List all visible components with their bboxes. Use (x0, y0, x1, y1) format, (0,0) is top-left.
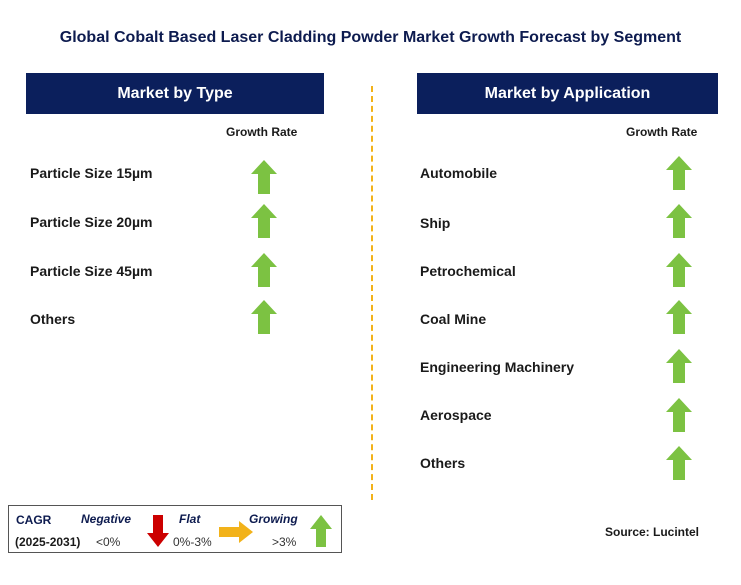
application-item-label: Others (420, 455, 466, 471)
up-arrow-icon (666, 156, 692, 190)
legend-flat-value: 0%-3% (173, 535, 212, 549)
up-arrow-icon (666, 204, 692, 238)
application-item-label: Aerospace (420, 407, 492, 423)
up-arrow-icon (251, 160, 277, 194)
legend-growing-label: Growing (249, 512, 298, 526)
panel-divider (371, 86, 373, 500)
up-arrow-icon (666, 300, 692, 334)
legend-negative-value: <0% (96, 535, 121, 549)
legend-flat-label: Flat (179, 512, 201, 526)
up-arrow-icon (310, 515, 332, 547)
chart-title: Global Cobalt Based Laser Cladding Powde… (59, 29, 682, 46)
application-growth-rate-label: Growth Rate (626, 125, 698, 139)
right-arrow-icon (219, 521, 253, 543)
down-arrow-icon (147, 515, 169, 547)
application-item-label: Automobile (420, 165, 497, 181)
type-item-label: Particle Size 15µm (30, 165, 153, 181)
up-arrow-icon (666, 253, 692, 287)
up-arrow-icon (251, 253, 277, 287)
up-arrow-icon (666, 349, 692, 383)
application-item-label: Petrochemical (420, 263, 516, 279)
application-item-label: Coal Mine (420, 311, 487, 327)
legend-period-label: (2025-2031) (15, 535, 81, 549)
type-item-label: Particle Size 20µm (30, 214, 153, 230)
application-panel-header: Market by Application (417, 73, 718, 114)
cagr-legend: CAGR (2025-2031) Negative <0% Flat 0%-3%… (8, 505, 342, 553)
up-arrow-icon (666, 398, 692, 432)
legend-cagr-label: CAGR (16, 513, 52, 527)
type-item-label: Others (30, 311, 76, 327)
type-item-label: Particle Size 45µm (30, 263, 153, 279)
legend-growing-value: >3% (272, 535, 297, 549)
legend-negative-label: Negative (81, 512, 132, 526)
type-panel-header: Market by Type (26, 73, 324, 114)
application-item-label: Ship (420, 215, 451, 231)
type-growth-rate-label: Growth Rate (226, 125, 298, 139)
up-arrow-icon (666, 446, 692, 480)
up-arrow-icon (251, 204, 277, 238)
source-label: Source: Lucintel (605, 525, 700, 539)
up-arrow-icon (251, 300, 277, 334)
application-item-label: Engineering Machinery (420, 359, 575, 375)
